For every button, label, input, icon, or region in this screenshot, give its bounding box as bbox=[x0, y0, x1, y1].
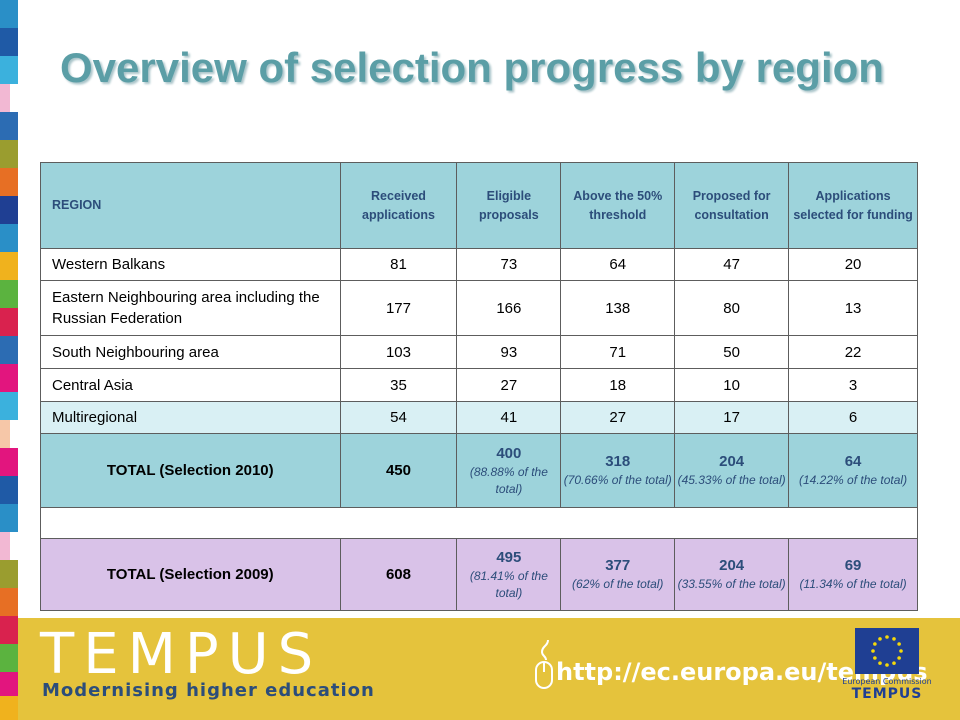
table-row: South Neighbouring area 103 93 71 50 22 bbox=[40, 335, 918, 369]
total-2009-above-cell: 377 (62% of the total) bbox=[560, 538, 676, 611]
total-2009-proposed-cell: 204 (33.55% of the total) bbox=[674, 538, 790, 611]
total-2010-selected-cell: 64 (14.22% of the total) bbox=[788, 433, 918, 508]
eligible-cell: 73 bbox=[456, 248, 562, 281]
selected-cell: 13 bbox=[788, 280, 918, 336]
proposed-cell: 17 bbox=[674, 401, 790, 434]
page-title: Overview of selection progress by region bbox=[60, 44, 884, 91]
region-cell: Central Asia bbox=[40, 368, 341, 402]
proposed-cell: 80 bbox=[674, 280, 790, 336]
eu-flag-icon bbox=[855, 628, 919, 674]
total-2010-above-pct: (70.66% of the total) bbox=[563, 473, 672, 487]
table-header-row: REGION Received applications Eligible pr… bbox=[40, 162, 918, 249]
spacer-row bbox=[40, 507, 918, 539]
eu-star-icon bbox=[873, 642, 877, 646]
eu-star-icon bbox=[892, 637, 896, 641]
header-selected: Applications selected for funding bbox=[788, 162, 918, 249]
eligible-cell: 166 bbox=[456, 280, 562, 336]
total-2009-received: 608 bbox=[339, 538, 458, 611]
total-2010-eligible: 400 bbox=[496, 444, 522, 462]
spacer-cell bbox=[40, 507, 918, 539]
selected-cell: 6 bbox=[788, 401, 918, 434]
total-2010-proposed-cell: 204 (45.33% of the total) bbox=[674, 433, 790, 508]
region-cell: Eastern Neighbouring area including the … bbox=[40, 280, 341, 336]
header-received: Received applications bbox=[339, 162, 458, 249]
tempus-tagline: Modernising higher education bbox=[42, 680, 375, 701]
region-cell: South Neighbouring area bbox=[40, 335, 341, 369]
region-cell: Multiregional bbox=[40, 401, 341, 434]
tempus-logo: TEMPUS bbox=[40, 622, 323, 687]
above-cell: 27 bbox=[560, 401, 676, 434]
header-proposed: Proposed for consultation bbox=[674, 162, 790, 249]
eligible-cell: 27 bbox=[456, 368, 562, 402]
proposed-cell: 50 bbox=[674, 335, 790, 369]
total-2010-selected-pct: (14.22% of the total) bbox=[799, 473, 908, 487]
eu-star-icon bbox=[897, 642, 901, 646]
total-2010-row: TOTAL (Selection 2010) 450 400 (88.88% o… bbox=[40, 433, 918, 508]
total-2010-eligible-cell: 400 (88.88% of the total) bbox=[456, 433, 562, 508]
selected-cell: 3 bbox=[788, 368, 918, 402]
eligible-cell: 41 bbox=[456, 401, 562, 434]
eu-star-icon bbox=[878, 661, 882, 665]
table-row: Multiregional 54 41 27 17 6 bbox=[40, 401, 918, 434]
total-2009-proposed: 204 bbox=[719, 557, 745, 574]
total-2010-received: 450 bbox=[339, 433, 458, 508]
total-2009-selected-pct: (11.34% of the total) bbox=[799, 577, 907, 591]
region-cell: Western Balkans bbox=[40, 248, 341, 281]
eu-star-icon bbox=[892, 661, 896, 665]
eligible-cell: 93 bbox=[456, 335, 562, 369]
total-2009-proposed-pct: (33.55% of the total) bbox=[677, 577, 786, 591]
header-above-threshold: Above the 50% threshold bbox=[560, 162, 676, 249]
selected-cell: 22 bbox=[788, 335, 918, 369]
total-2009-row: TOTAL (Selection 2009) 608 495 (81.41% o… bbox=[40, 538, 918, 611]
received-cell: 103 bbox=[339, 335, 458, 369]
ec-program-label: TEMPUS bbox=[851, 686, 923, 702]
above-cell: 64 bbox=[560, 248, 676, 281]
selected-cell: 20 bbox=[788, 248, 918, 281]
ec-label: European Commission bbox=[842, 677, 932, 686]
received-cell: 35 bbox=[339, 368, 458, 402]
proposed-cell: 47 bbox=[674, 248, 790, 281]
received-cell: 54 bbox=[339, 401, 458, 434]
total-2009-above: 377 bbox=[605, 557, 631, 574]
total-2009-label: TOTAL (Selection 2009) bbox=[40, 538, 341, 611]
above-cell: 18 bbox=[560, 368, 676, 402]
total-2010-proposed-pct: (45.33% of the total) bbox=[677, 473, 786, 487]
table-row: Central Asia 35 27 18 10 3 bbox=[40, 368, 918, 402]
eu-star-icon bbox=[885, 635, 889, 639]
european-commission-logo: European Commission TEMPUS bbox=[842, 628, 932, 714]
above-cell: 138 bbox=[560, 280, 676, 336]
eu-star-icon bbox=[885, 663, 889, 667]
total-2010-selected: 64 bbox=[844, 453, 862, 470]
footer-banner: TEMPUS Modernising higher education http… bbox=[18, 618, 960, 720]
eu-star-icon bbox=[873, 656, 877, 660]
total-2010-above: 318 bbox=[605, 453, 631, 470]
total-2009-selected-cell: 69 (11.34% of the total) bbox=[788, 538, 918, 611]
total-2010-proposed: 204 bbox=[719, 453, 745, 470]
above-cell: 71 bbox=[560, 335, 676, 369]
mouse-icon bbox=[535, 640, 553, 689]
total-2010-label: TOTAL (Selection 2010) bbox=[40, 433, 341, 508]
eu-star-icon bbox=[878, 637, 882, 641]
total-2009-eligible: 495 bbox=[496, 548, 522, 566]
total-2009-above-pct: (62% of the total) bbox=[572, 577, 664, 591]
eu-star-icon bbox=[897, 656, 901, 660]
proposed-cell: 10 bbox=[674, 368, 790, 402]
total-2010-above-cell: 318 (70.66% of the total) bbox=[560, 433, 676, 508]
received-cell: 177 bbox=[339, 280, 458, 336]
decorative-side-stripe bbox=[0, 0, 18, 720]
total-2010-eligible-pct: (88.88% of the total) bbox=[469, 464, 548, 496]
received-cell: 81 bbox=[339, 248, 458, 281]
total-2009-selected: 69 bbox=[844, 557, 862, 574]
header-region: REGION bbox=[40, 162, 341, 249]
eu-star-icon bbox=[871, 649, 875, 653]
table-row: Eastern Neighbouring area including the … bbox=[40, 280, 918, 336]
selection-progress-table: REGION Received applications Eligible pr… bbox=[40, 162, 918, 611]
total-2009-eligible-cell: 495 (81.41% of the total) bbox=[456, 538, 562, 611]
header-eligible: Eligible proposals bbox=[456, 162, 562, 249]
total-2009-eligible-pct: (81.41% of the total) bbox=[469, 568, 548, 600]
table-row: Western Balkans 81 73 64 47 20 bbox=[40, 248, 918, 281]
eu-star-icon bbox=[899, 649, 903, 653]
